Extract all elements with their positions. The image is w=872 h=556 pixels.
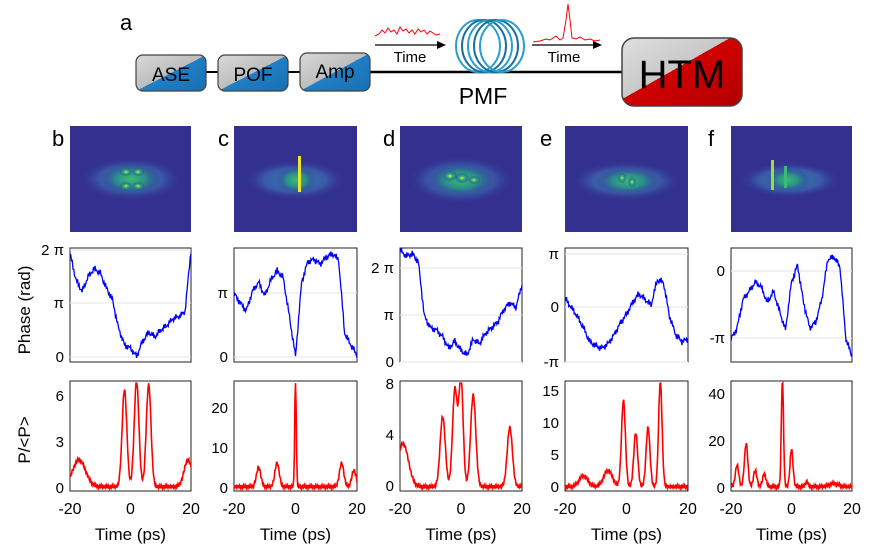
x-tick-label: 20 (679, 501, 697, 518)
x-tick-label: -20 (58, 501, 81, 518)
x-axis-label-b: Time (ps) (95, 525, 166, 544)
power-trace-b (69, 382, 192, 492)
power-axes-d (399, 380, 523, 492)
panel-label-f: f (708, 126, 715, 151)
x-axis-label-d: Time (ps) (425, 525, 496, 544)
plots-layer: 2 π π 0 6 3 0 -20 0 20 Time (ps) π 0 20 10 0 -20 0 20 Time… (41, 242, 861, 544)
phase-tick-label: 0 (220, 349, 228, 366)
x-tick-label: 20 (348, 501, 366, 518)
power-tick-label: 20 (211, 400, 228, 417)
x-tick-label: -20 (719, 501, 742, 518)
phase-tick-label: π (218, 285, 228, 302)
phase-tick-label: 0 (56, 349, 64, 366)
phase-axes-e (564, 247, 689, 363)
phase-trace-d (399, 248, 523, 357)
phase-axes-f (730, 247, 853, 363)
power-trace-d (399, 382, 523, 492)
phase-trace-e (564, 277, 689, 351)
phase-tick-label: -π (710, 330, 725, 347)
power-tick-label: 3 (56, 434, 64, 451)
phase-tick-label: π (549, 246, 559, 263)
power-tick-label: 5 (551, 447, 559, 464)
x-tick-label: 20 (843, 501, 861, 518)
power-tick-label: 10 (542, 415, 559, 432)
phase-tick-label: 2 π (41, 242, 64, 259)
power-axes-e (564, 380, 689, 492)
phase-tick-label: 2 π (371, 260, 394, 277)
power-axes-c (233, 380, 358, 492)
phase-tick-label: 0 (551, 299, 559, 316)
power-tick-label: 0 (220, 480, 228, 497)
phase-trace-c (233, 251, 358, 358)
power-tick-label: 0 (717, 480, 725, 497)
phase-tick-label: -π (544, 354, 559, 371)
x-tick-label: -20 (388, 501, 411, 518)
x-axis-label-e: Time (ps) (591, 525, 662, 544)
power-trace-e (564, 381, 689, 492)
x-tick-label: -20 (222, 501, 245, 518)
phase-trace-f (730, 254, 853, 357)
x-tick-label: 0 (622, 501, 631, 518)
pof-block: POF (217, 54, 289, 92)
panel-label-d: d (383, 126, 395, 151)
x-tick-label: 0 (457, 501, 466, 518)
phase-axis-label: Phase (rad) (15, 266, 34, 355)
amp-label: Amp (315, 62, 354, 83)
power-axis-label: P/<P> (15, 416, 34, 463)
spectrogram-d (400, 126, 522, 232)
x-tick-label: 0 (126, 501, 135, 518)
pmf-label: PMF (459, 83, 508, 109)
pof-label: POF (233, 65, 272, 86)
htm-label: HTM (639, 53, 726, 97)
panel-label-b: b (52, 126, 64, 151)
spectrogram-b (70, 126, 191, 232)
power-tick-label: 0 (386, 478, 394, 495)
amp-block: Amp (299, 52, 371, 92)
htm-block: HTM (621, 37, 743, 107)
x-tick-label: 20 (182, 501, 200, 518)
spectrogram-e (565, 126, 688, 232)
phase-trace-b (69, 253, 192, 358)
power-tick-label: 15 (542, 383, 559, 400)
x-tick-label: -20 (553, 501, 576, 518)
phase-tick-label: π (54, 295, 64, 312)
phase-tick-label: π (384, 307, 394, 324)
phase-tick-label: 0 (386, 354, 394, 371)
power-axes-b (69, 380, 192, 492)
power-tick-label: 8 (386, 376, 394, 393)
power-tick-label: 0 (551, 479, 559, 496)
time-label-in: Time (394, 49, 427, 66)
spectrogram-c (234, 126, 357, 232)
setup-diagram: a ASE POF Amp Time (120, 3, 743, 109)
power-axes-f (730, 380, 853, 492)
x-tick-label: 0 (291, 501, 300, 518)
power-tick-label: 10 (211, 440, 228, 457)
ase-label: ASE (152, 65, 190, 86)
power-tick-label: 20 (708, 433, 725, 450)
power-trace-f (730, 380, 853, 492)
x-axis-label-c: Time (ps) (260, 525, 331, 544)
power-tick-label: 40 (708, 386, 725, 403)
power-tick-label: 6 (56, 388, 64, 405)
ase-block: ASE (135, 54, 207, 92)
phase-axes-c (233, 247, 358, 363)
input-pulse-sketch: Time (374, 26, 446, 66)
pmf-coil-icon (455, 19, 525, 73)
power-tick-label: 0 (56, 480, 64, 497)
phase-tick-label: 0 (717, 263, 725, 280)
x-tick-label: 20 (513, 501, 531, 518)
phase-axes-b (69, 247, 192, 363)
panel-label-a: a (120, 10, 133, 35)
power-trace-c (233, 383, 358, 492)
spectrogram-f (731, 126, 852, 232)
power-tick-label: 4 (386, 427, 394, 444)
panel-label-e: e (540, 126, 552, 151)
panel-label-c: c (218, 126, 229, 151)
x-tick-label: 0 (787, 501, 796, 518)
time-label-out: Time (548, 49, 581, 66)
x-axis-label-f: Time (ps) (756, 525, 827, 544)
output-pulse-sketch: Time (532, 3, 602, 66)
